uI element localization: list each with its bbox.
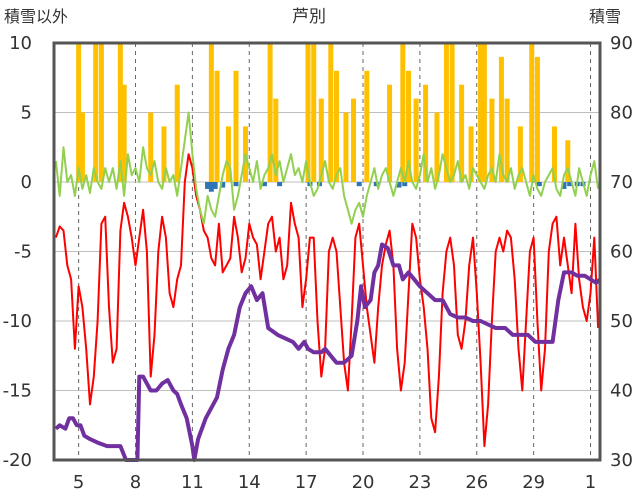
snowfall_high-bar <box>225 126 231 182</box>
snowfall_low-bar <box>396 182 402 188</box>
snowfall_high-bar <box>364 70 370 182</box>
snowfall_high-bar <box>504 98 510 182</box>
snowfall_high-bar <box>351 98 357 182</box>
snowfall_high-bar <box>93 43 99 182</box>
snowfall_high-bar <box>333 70 339 182</box>
x-tick-label: 8 <box>130 472 141 493</box>
left-tick-label: 0 <box>21 172 32 193</box>
snowfall_high-bar <box>517 126 523 182</box>
x-tick-label: 26 <box>465 472 488 493</box>
left-tick-label: -5 <box>14 242 32 263</box>
right-tick-label: 30 <box>610 450 633 471</box>
left-tick-label: -10 <box>3 311 32 332</box>
x-tick-label: 29 <box>522 472 545 493</box>
snowfall_high-bar <box>161 126 167 182</box>
snowfall_high-bar <box>343 112 349 182</box>
snowfall_low-bar <box>373 182 379 187</box>
left-axis-title: 積雪以外 <box>4 7 68 26</box>
snowfall_low-bar <box>205 182 211 189</box>
right-tick-label: 80 <box>610 103 633 124</box>
chart-title: 芦別 <box>292 7 326 27</box>
snowfall_high-bar <box>387 84 393 182</box>
snowfall_high-bar <box>98 43 104 182</box>
snowfall_high-bar <box>489 98 495 182</box>
right-tick-label: 90 <box>610 33 633 54</box>
x-tick-label: 5 <box>73 472 84 493</box>
snowfall_high-bar <box>214 70 220 182</box>
x-tick-label: 23 <box>408 472 431 493</box>
snowfall_high-bar <box>459 84 465 182</box>
snowfall_high-bar <box>233 70 239 182</box>
snowfall_high-bar <box>318 98 324 182</box>
green_series-line <box>54 111 600 225</box>
snowfall_high-bar <box>434 112 440 182</box>
snowfall_high-bar <box>305 43 311 182</box>
snowfall_high-bar <box>121 84 127 182</box>
right-tick-label: 40 <box>610 381 633 402</box>
right-tick-label: 60 <box>610 242 633 263</box>
snowfall_high-bar <box>311 43 317 182</box>
temperature-line <box>54 153 600 448</box>
x-tick-label: 14 <box>238 472 261 493</box>
snowfall_high-bar <box>273 98 279 182</box>
snowfall_low-bar <box>233 182 239 187</box>
snowfall_high-bar <box>443 43 449 182</box>
snowfall_high-bar <box>328 43 334 182</box>
snowfall_low-bar <box>356 182 362 187</box>
snowfall_low-bar <box>208 182 214 192</box>
snowfall_high-bar <box>423 84 429 182</box>
right-tick-label: 50 <box>610 311 633 332</box>
snowfall_high-bar <box>413 98 419 182</box>
snowfall_low-bar <box>567 182 573 187</box>
plot-frame <box>52 41 602 462</box>
snowfall_high-bar <box>534 56 540 182</box>
snowfall_high-bar <box>208 43 214 182</box>
snowfall_low-bar <box>277 182 283 187</box>
left-tick-label: 5 <box>21 103 32 124</box>
snowfall_high-bar <box>174 84 180 182</box>
snowfall_high-bar <box>117 43 123 182</box>
snowfall_high-bar <box>552 126 557 182</box>
right-tick-label: 70 <box>610 172 633 193</box>
snow_depth-line <box>54 242 602 462</box>
left-tick-label: -20 <box>3 450 32 471</box>
x-tick-label: 17 <box>295 472 318 493</box>
snowfall_high-bar <box>565 140 571 182</box>
x-tick-label: 11 <box>181 472 204 493</box>
x-tick-label: 20 <box>352 472 375 493</box>
snowfall_low-bar <box>561 182 567 189</box>
snowfall_high-bar <box>148 112 154 182</box>
snowfall_high-bar <box>468 126 474 182</box>
x-tick-label: 1 <box>585 472 596 493</box>
snowfall_high-bar <box>449 43 455 182</box>
right-axis-title: 積雪 <box>589 7 621 26</box>
snowfall_low-bar <box>212 182 218 189</box>
snowfall_high-bar <box>529 43 535 182</box>
left-tick-label: 10 <box>9 33 32 54</box>
chart-marks <box>54 43 602 462</box>
snowfall_high-bar <box>478 43 484 182</box>
snowfall_high-bar <box>406 70 412 182</box>
snowfall_low-bar <box>536 182 542 187</box>
snowfall_high-bar <box>79 112 85 182</box>
snowfall_low-bar <box>402 182 408 187</box>
snowfall_high-bar <box>267 43 273 182</box>
left-tick-label: -15 <box>3 381 32 402</box>
snowfall_high-bar <box>400 43 406 182</box>
snowfall_high-bar <box>481 43 487 182</box>
snowfall_high-bar <box>498 56 504 182</box>
snowfall_low-bar <box>261 182 267 187</box>
snowfall_low-bar <box>220 182 226 188</box>
snowfall_high-bar <box>76 43 82 182</box>
